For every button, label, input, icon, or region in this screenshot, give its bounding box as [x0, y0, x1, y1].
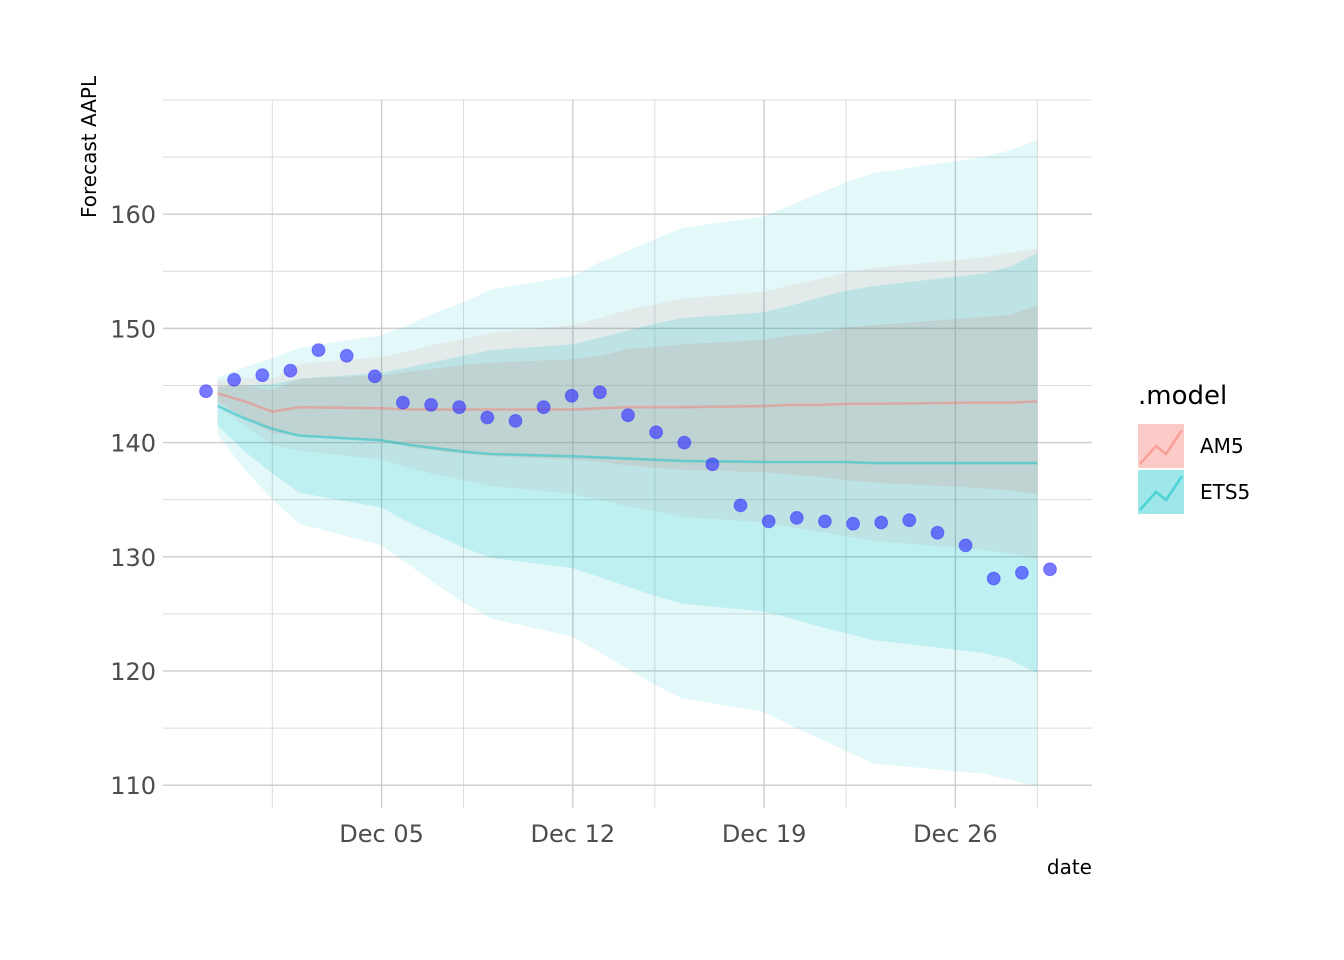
y-tick-label: 120: [110, 658, 156, 686]
actual-point: [424, 398, 439, 412]
actual-point: [846, 516, 860, 531]
actual-point: [396, 395, 410, 410]
band-ets5-80: [217, 253, 1038, 674]
actual-point: [227, 372, 242, 387]
actual-point: [508, 414, 523, 428]
actual-point: [1043, 562, 1057, 577]
x-tick-label: Dec 12: [531, 820, 616, 848]
actual-point: [874, 515, 889, 530]
actual-point: [902, 513, 917, 528]
x-tick-label: Dec 19: [722, 820, 807, 848]
x-tick-label: Dec 26: [913, 820, 998, 848]
legend-key-am5: AM5: [1138, 424, 1244, 468]
actual-point: [649, 425, 663, 440]
actual-point: [283, 363, 298, 378]
line-ets5: [217, 404, 1038, 465]
minor-gridlines: [163, 99, 1092, 808]
legend-title: .model: [1138, 381, 1227, 411]
y-tick-label: 130: [110, 544, 156, 572]
legend-line-icon: [1139, 429, 1184, 465]
actual-point: [255, 368, 270, 383]
actual-point: [789, 511, 804, 525]
actual-point: [536, 400, 551, 415]
actual-point: [621, 408, 635, 423]
actual-point: [705, 457, 720, 472]
actual-point: [818, 514, 832, 529]
x-axis-tick-labels: Dec 05 Dec 12 Dec 19 Dec 26: [339, 820, 997, 848]
major-gridlines: [163, 100, 1092, 808]
band-am5-80: [217, 305, 1038, 494]
legend-label: AM5: [1200, 434, 1244, 458]
actual-point: [367, 369, 382, 384]
actual-point: [452, 400, 467, 415]
legend-swatch: [1138, 470, 1184, 514]
legend-keys: AM5 ETS5: [1138, 424, 1250, 514]
prediction-intervals: [217, 140, 1038, 787]
y-tick-label: 160: [110, 201, 156, 229]
legend-label: ETS5: [1200, 480, 1250, 504]
actual-point: [761, 514, 776, 529]
actual-point: [986, 571, 1001, 586]
actual-point: [1015, 565, 1029, 580]
actual-point: [593, 385, 607, 400]
actual-point: [564, 388, 579, 403]
actual-point: [339, 348, 354, 363]
legend-swatch: [1138, 424, 1184, 468]
y-tick-label: 140: [110, 430, 156, 458]
actual-point: [199, 384, 213, 399]
legend: .model AM5 ETS5: [1138, 381, 1250, 514]
y-tick-label: 150: [110, 315, 156, 343]
legend-line-icon: [1139, 475, 1184, 511]
actual-point: [480, 410, 495, 425]
x-tick-label: Dec 05: [339, 820, 424, 848]
actual-point: [677, 435, 692, 450]
actual-points: [199, 343, 1057, 586]
y-axis-tick-labels: 110 120 130 140 150 160: [110, 201, 156, 800]
y-axis-title: Forecast AAPL: [77, 75, 101, 218]
band-ets5-95: [217, 140, 1038, 787]
y-tick-label: 110: [110, 772, 156, 800]
band-am5-95: [217, 248, 1038, 560]
legend-key-ets5: ETS5: [1138, 470, 1250, 514]
actual-point: [733, 498, 748, 513]
actual-point: [930, 525, 945, 540]
actual-point: [311, 343, 326, 358]
x-axis-title: date: [1047, 855, 1092, 879]
forecast-lines: [217, 392, 1038, 465]
line-am5: [217, 392, 1038, 414]
actual-point: [958, 538, 973, 553]
